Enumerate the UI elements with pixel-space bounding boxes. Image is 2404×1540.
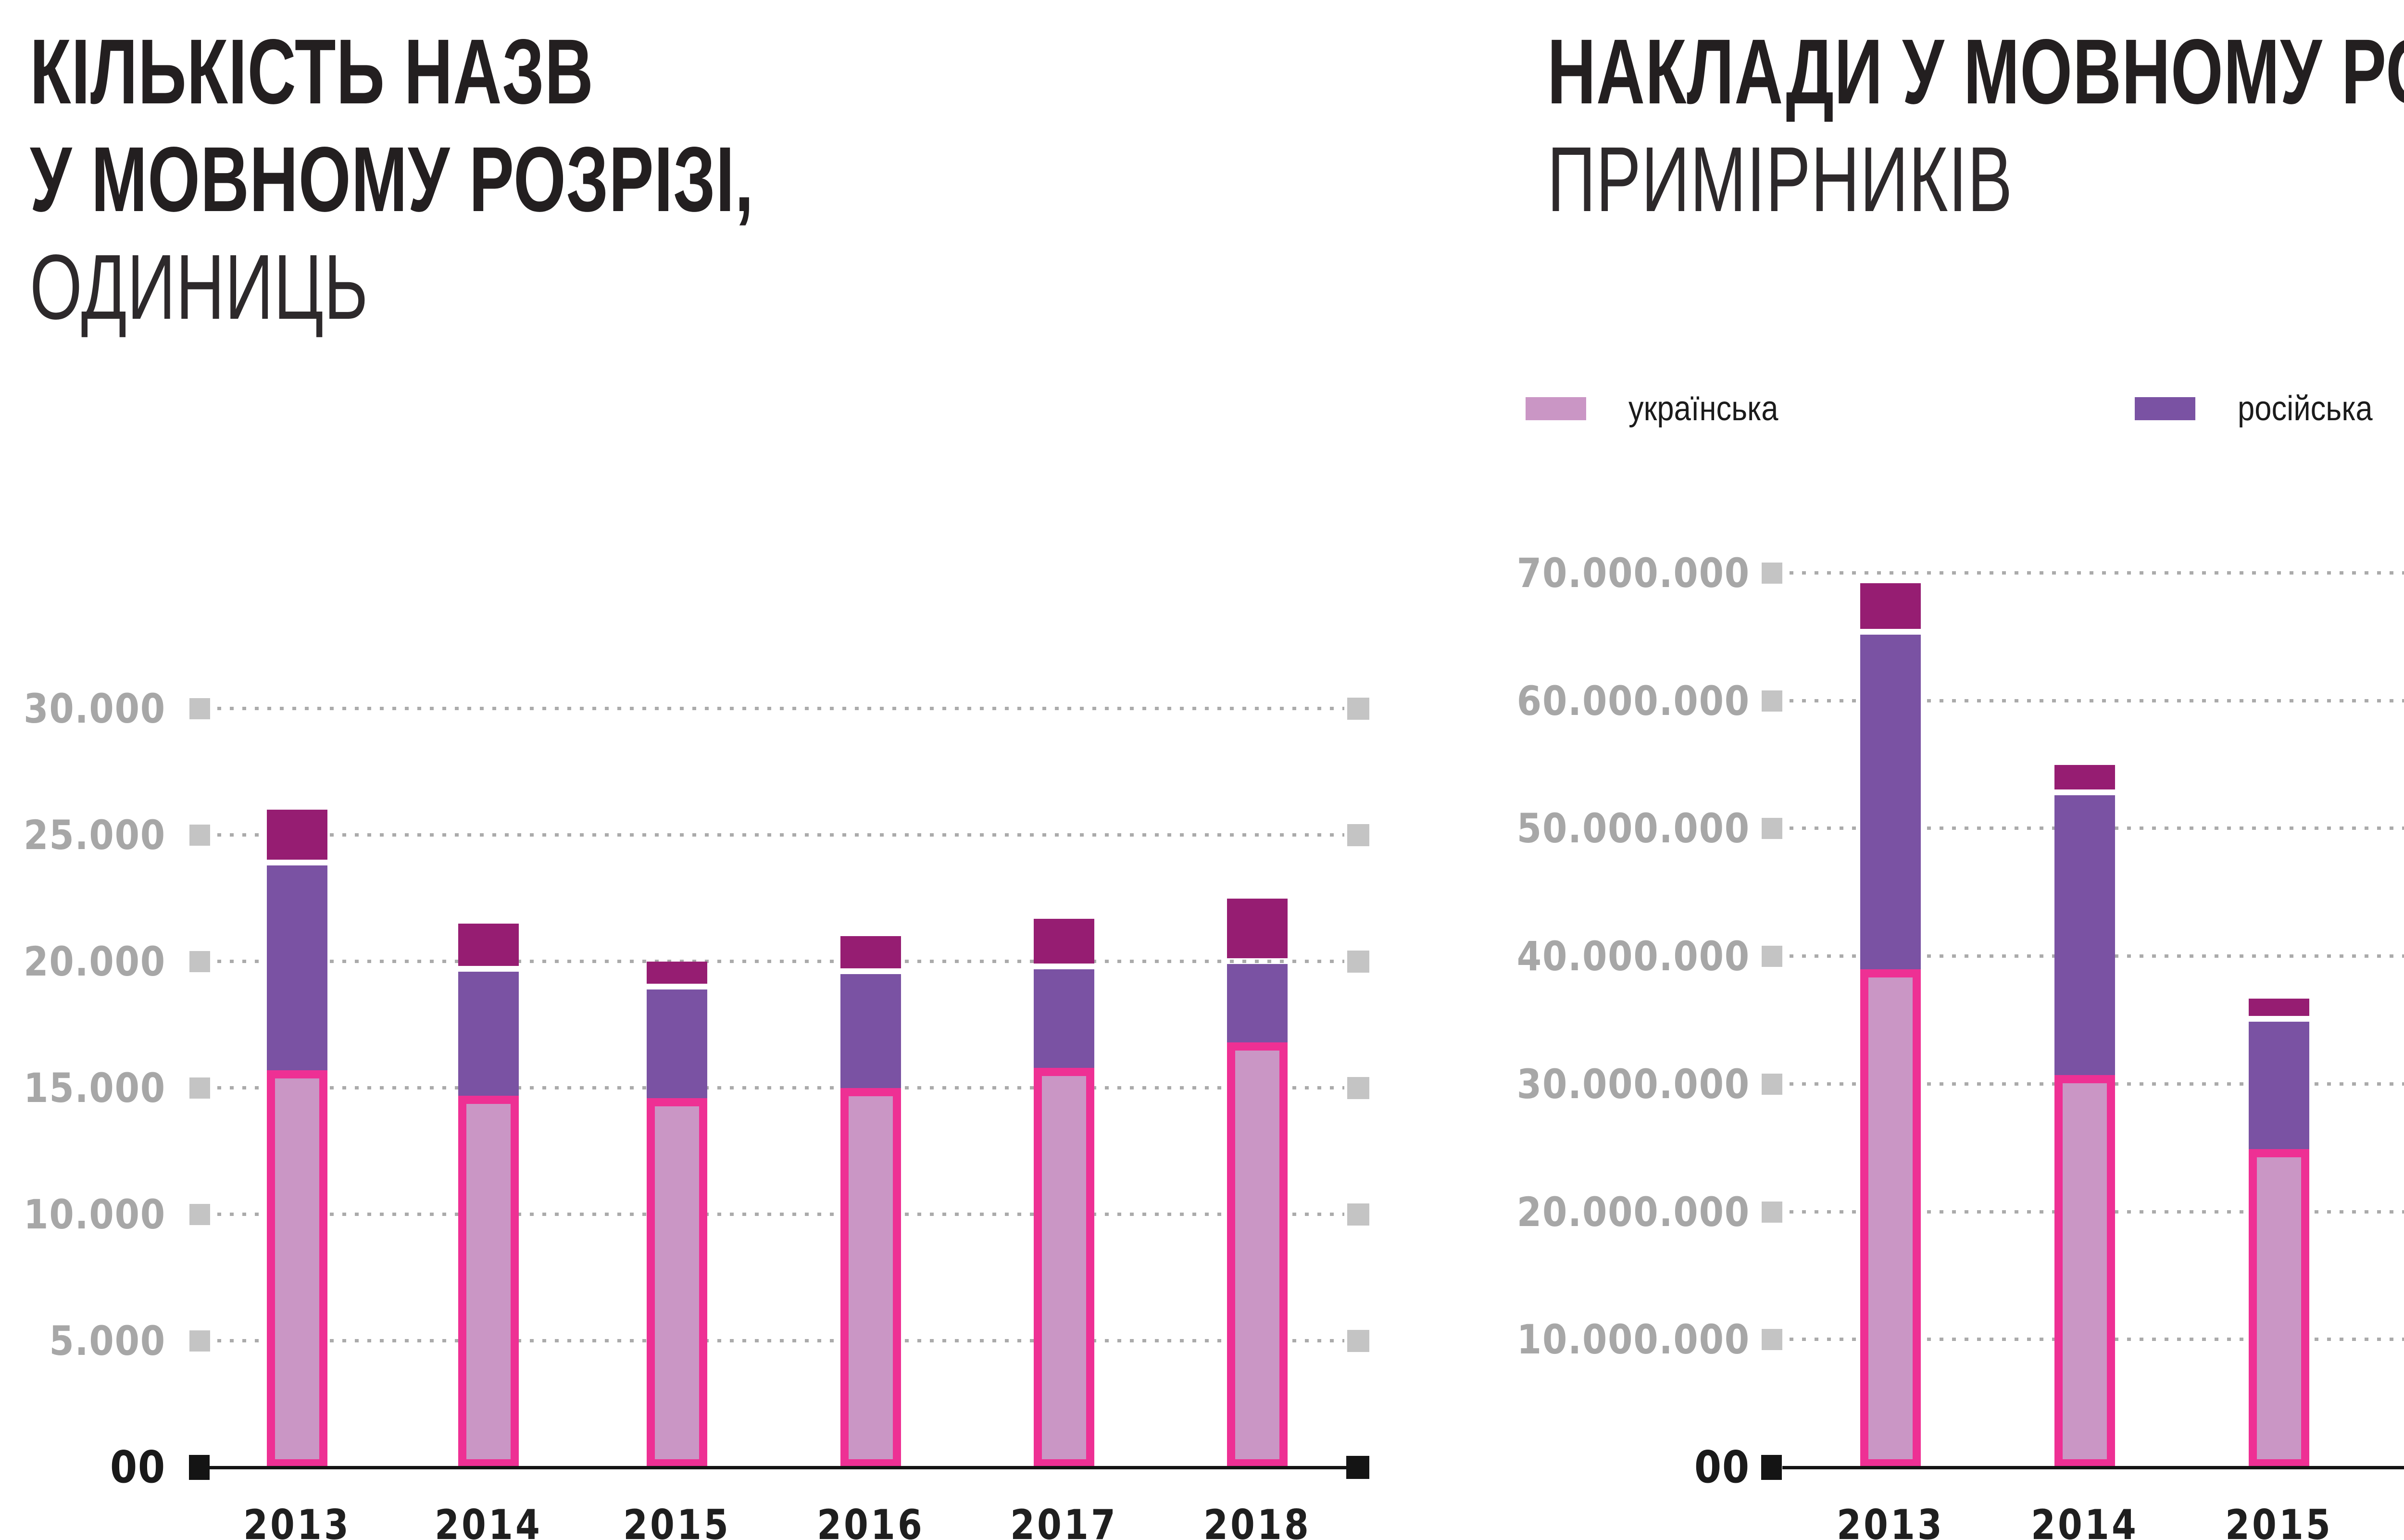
bar-segment-ukrainian xyxy=(2249,1149,2309,1467)
legend-swatch-ukrainian xyxy=(1526,397,1586,420)
x-axis-label: 2013 xyxy=(243,1501,351,1540)
y-axis-label: 5.000 xyxy=(49,1317,166,1365)
y-axis-label: 30.000 xyxy=(24,685,166,732)
y-axis-tick xyxy=(189,951,210,972)
bar-segment-rest xyxy=(840,936,901,969)
gridline xyxy=(217,1086,1344,1089)
y-axis-label: 00 xyxy=(1694,1441,1750,1493)
y-axis-tick xyxy=(1762,1073,1782,1095)
y-axis-tick xyxy=(1762,818,1782,839)
left-chart-subtitle: ОДИНИЦЬ xyxy=(30,235,369,338)
y-axis-tick xyxy=(1762,690,1782,712)
gridline xyxy=(217,1339,1344,1342)
bar-segment-ukrainian xyxy=(840,1088,901,1467)
x-axis-label: 2018 xyxy=(1203,1501,1311,1540)
bar-segment-russian xyxy=(2249,1021,2309,1150)
bar-segment-russian xyxy=(1860,634,1921,969)
y-axis-label: 20.000 xyxy=(24,938,166,985)
legend-label-russian: російська xyxy=(2238,389,2373,428)
y-axis-tick xyxy=(189,1204,210,1225)
bar-segment-russian xyxy=(647,989,707,1099)
bar-segment-russian xyxy=(1034,969,1094,1068)
x-axis-label: 2013 xyxy=(1837,1501,1944,1540)
bar-segment-ukrainian xyxy=(2054,1075,2115,1467)
legend-label-ukrainian: українська xyxy=(1628,389,1778,428)
y-axis-label: 30.000.000 xyxy=(1516,1060,1750,1108)
gridline xyxy=(217,1213,1344,1216)
y-axis-label: 15.000 xyxy=(24,1064,166,1112)
bar-segment-rest xyxy=(267,810,327,860)
bar-segment-ukrainian xyxy=(647,1098,707,1467)
x-axis-label: 2014 xyxy=(435,1501,542,1540)
bar-segment-rest xyxy=(2249,998,2309,1016)
y-axis-right-tick xyxy=(1347,698,1369,720)
y-axis-tick xyxy=(1762,1329,1782,1351)
bar-segment-russian xyxy=(267,865,327,1071)
axis-end-marker-left xyxy=(1761,1455,1782,1480)
bar-segment-russian xyxy=(840,974,901,1088)
y-axis-label: 20.000.000 xyxy=(1516,1188,1750,1236)
bar-segment-ukrainian xyxy=(1034,1067,1094,1467)
y-axis-tick xyxy=(189,698,210,719)
gridline xyxy=(217,960,1344,963)
axis-end-marker-left xyxy=(189,1455,210,1480)
y-axis-label: 40.000.000 xyxy=(1516,933,1750,980)
bar-segment-rest xyxy=(647,962,707,984)
bar-segment-ukrainian xyxy=(458,1095,519,1467)
y-axis-right-tick xyxy=(1347,824,1369,846)
bar-segment-rest xyxy=(1860,583,1921,629)
bar-segment-russian xyxy=(458,972,519,1096)
x-axis-label: 2016 xyxy=(817,1501,925,1540)
bar-segment-rest xyxy=(458,924,519,966)
legend-swatch-russian xyxy=(2135,397,2195,420)
y-axis-label: 00 xyxy=(110,1441,166,1493)
x-axis-line xyxy=(1782,1466,2404,1469)
y-axis-label: 10.000 xyxy=(24,1191,166,1238)
gridline xyxy=(217,707,1344,710)
bar-segment-rest xyxy=(1227,898,1288,959)
x-axis-line xyxy=(209,1466,1347,1469)
bar-segment-rest xyxy=(1034,918,1094,964)
y-axis-tick xyxy=(189,825,210,846)
y-axis-right-tick xyxy=(1347,1203,1369,1226)
x-axis-label: 2015 xyxy=(2225,1501,2333,1540)
x-axis-label: 2016 xyxy=(2388,1501,2404,1540)
bar-segment-ukrainian xyxy=(1227,1042,1288,1467)
gridline xyxy=(1790,571,2404,575)
bar-segment-ukrainian xyxy=(267,1070,327,1467)
x-axis-label: 2014 xyxy=(2031,1501,2139,1540)
left-chart-title-line2: У МОВНОМУ РОЗРІЗІ, xyxy=(30,127,754,231)
gridline xyxy=(1790,699,2404,702)
bar-segment-russian xyxy=(2054,795,2115,1076)
y-axis-label: 70.000.000 xyxy=(1516,550,1750,597)
y-axis-right-tick xyxy=(1347,1077,1369,1099)
y-axis-label: 25.000 xyxy=(24,812,166,859)
y-axis-tick xyxy=(1762,946,1782,967)
legend-item-russian: російська xyxy=(2135,389,2391,428)
y-axis-tick xyxy=(1762,563,1782,584)
bar-segment-rest xyxy=(2054,764,2115,790)
bar-segment-russian xyxy=(1227,964,1288,1043)
y-axis-label: 10.000.000 xyxy=(1516,1316,1750,1364)
right-chart-subtitle: ПРИМІРНИКІВ xyxy=(1547,127,2013,231)
right-chart-title-line1: НАКЛАДИ У МОВНОМУ РОЗРІЗІ, xyxy=(1547,20,2404,123)
y-axis-tick xyxy=(1762,1201,1782,1223)
left-chart-title-line1: КІЛЬКІСТЬ НАЗВ xyxy=(30,20,594,123)
y-axis-right-tick xyxy=(1347,1330,1369,1352)
gridline xyxy=(217,833,1344,837)
y-axis-right-tick xyxy=(1347,951,1369,973)
y-axis-label: 60.000.000 xyxy=(1516,677,1750,725)
legend-item-ukrainian: українська xyxy=(1526,389,1799,428)
y-axis-label: 50.000.000 xyxy=(1516,805,1750,852)
y-axis-tick xyxy=(189,1330,210,1352)
y-axis-tick xyxy=(189,1077,210,1099)
bar-segment-ukrainian xyxy=(1860,969,1921,1467)
x-axis-label: 2015 xyxy=(623,1501,731,1540)
x-axis-label: 2017 xyxy=(1010,1501,1118,1540)
axis-end-marker-right xyxy=(1346,1456,1369,1479)
